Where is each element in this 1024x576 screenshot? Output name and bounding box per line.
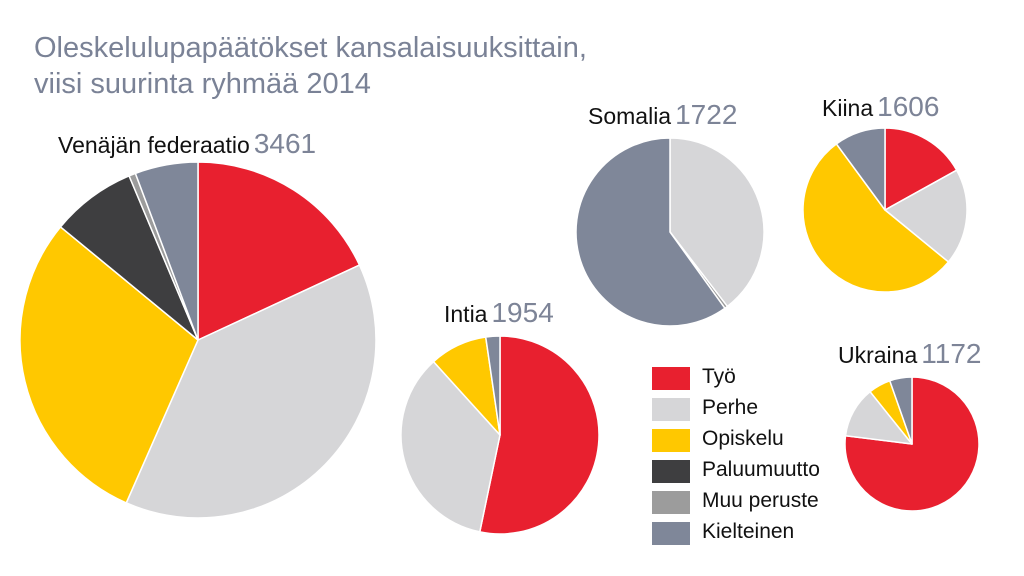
pie-kiina-slice-kielteinen (835, 127, 886, 211)
pie-total-intia: 1954 (491, 297, 554, 328)
pie-name-ukraina: Ukraina (838, 342, 918, 368)
pie-label-kiina: Kiina 1606 (822, 91, 939, 123)
pie-intia-slice-perhe (400, 360, 501, 533)
pie-venaja-slice-perhe (125, 264, 377, 519)
pie-ukraina (844, 376, 980, 512)
pie-total-kiina: 1606 (877, 91, 940, 122)
pie-name-kiina: Kiina (822, 95, 874, 121)
pie-label-ukraina: Ukraina 1172 (838, 338, 981, 370)
pie-name-intia: Intia (444, 301, 488, 327)
legend-label-opiskelu: Opiskelu (702, 427, 784, 450)
pie-somalia (575, 137, 765, 327)
legend-swatch-tyo (652, 367, 690, 390)
legend-swatch-paluumuutto (652, 460, 690, 483)
pie-venaja-slice-tyo (197, 161, 361, 341)
pie-name-somalia: Somalia (588, 103, 672, 129)
pie-kiina-slice-perhe (884, 169, 968, 263)
legend-label-paluumuutto: Paluumuutto (702, 458, 820, 481)
chart-title-line-1: Oleskelulupapäätökset kansalaisuuksittai… (34, 32, 587, 64)
legend-swatch-kielteinen (652, 522, 690, 545)
pie-venaja-slice-kielteinen (134, 161, 199, 341)
pie-intia-slice-kielteinen (484, 335, 501, 436)
pie-name-venaja: Venäjän federaatio (58, 132, 250, 158)
legend-label-muu-peruste: Muu peruste (702, 489, 819, 512)
legend-label-perhe: Perhe (702, 396, 759, 419)
pie-venaja-slice-opiskelu (19, 226, 199, 504)
chart-title: Oleskelulupapäätökset kansalaisuuksittai… (34, 30, 587, 102)
pie-label-somalia: Somalia 1722 (588, 99, 737, 131)
pie-kiina (802, 127, 968, 293)
legend-swatch-perhe (652, 398, 690, 421)
legend-label-kielteinen: Kielteinen (702, 520, 795, 543)
pie-total-somalia: 1722 (675, 99, 738, 130)
pie-total-venaja: 3461 (253, 128, 317, 159)
pie-label-intia: Intia 1954 (444, 297, 554, 329)
pie-venaja (19, 161, 377, 519)
pie-somalia-slice-kielteinen (575, 137, 726, 327)
pie-kiina-slice-tyo (884, 127, 958, 211)
pie-total-ukraina: 1172 (921, 338, 982, 369)
pie-intia (400, 335, 600, 535)
pie-ukraina-slice-kielteinen (889, 376, 913, 445)
pie-label-venaja: Venäjän federaatio 3461 (58, 128, 316, 160)
legend-swatch-muu-peruste (652, 491, 690, 514)
pie-intia-slice-tyo (479, 335, 600, 535)
pie-kiina-slice-opiskelu (802, 143, 950, 293)
chart-title-line-2: viisi suurinta ryhmää 2014 (34, 68, 371, 100)
legend-swatch-opiskelu (652, 429, 690, 452)
pie-somalia-slice-perhe (669, 137, 765, 308)
legend-label-tyo: Työ (702, 365, 736, 388)
pie-ukraina-slice-tyo (844, 376, 980, 512)
